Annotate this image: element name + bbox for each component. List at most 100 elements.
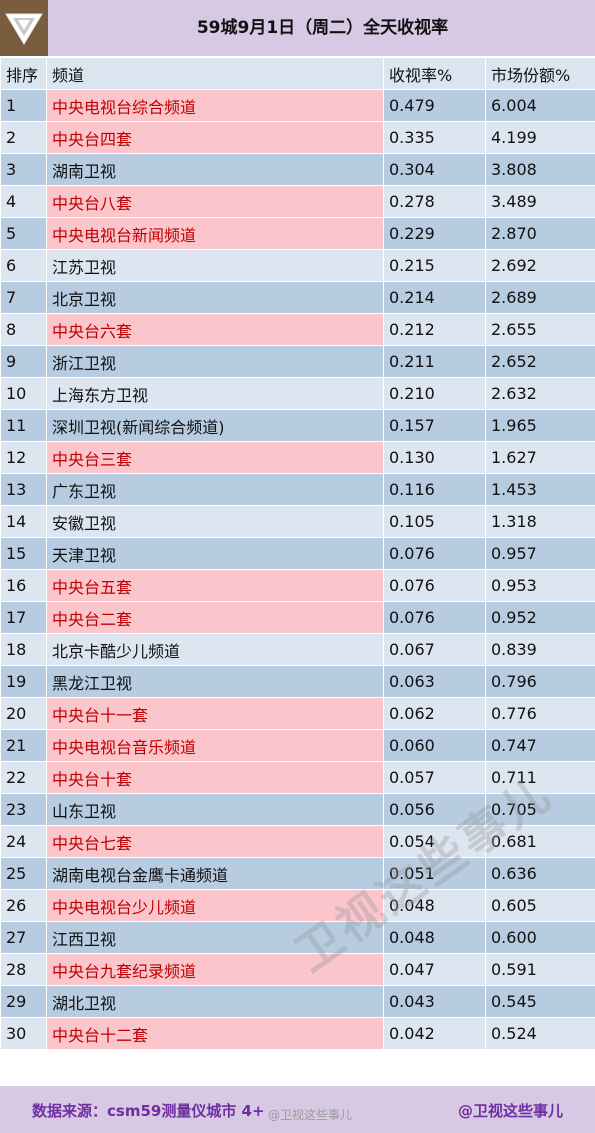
table-row: 28 中央台九套纪录频道 0.047 0.591 <box>0 953 595 986</box>
channel-cell: 黑龙江卫视 <box>46 665 384 698</box>
channel-cell: 湖北卫视 <box>46 985 384 1018</box>
table-row: 1 中央电视台综合频道 0.479 6.004 <box>0 89 595 122</box>
rating-cell: 0.067 <box>383 633 486 666</box>
share-cell: 0.545 <box>485 985 595 1018</box>
rank-cell: 9 <box>0 345 47 378</box>
table-row: 24 中央台七套 0.054 0.681 <box>0 825 595 858</box>
rating-cell: 0.278 <box>383 185 486 218</box>
table-row: 10 上海东方卫视 0.210 2.632 <box>0 377 595 410</box>
share-cell: 1.318 <box>485 505 595 538</box>
rank-cell: 21 <box>0 729 47 762</box>
table-row: 19 黑龙江卫视 0.063 0.796 <box>0 665 595 698</box>
table-row: 12 中央台三套 0.130 1.627 <box>0 441 595 474</box>
channel-cell: 湖南卫视 <box>46 153 384 186</box>
share-cell: 0.600 <box>485 921 595 954</box>
channel-cell: 山东卫视 <box>46 793 384 826</box>
table-row: 6 江苏卫视 0.215 2.692 <box>0 249 595 282</box>
rating-cell: 0.210 <box>383 377 486 410</box>
table-row: 26 中央电视台少儿频道 0.048 0.605 <box>0 889 595 922</box>
rating-cell: 0.215 <box>383 249 486 282</box>
share-cell: 2.632 <box>485 377 595 410</box>
rank-cell: 18 <box>0 633 47 666</box>
channel-cell: 湖南电视台金鹰卡通频道 <box>46 857 384 890</box>
rank-cell: 5 <box>0 217 47 250</box>
rating-cell: 0.048 <box>383 921 486 954</box>
share-cell: 0.591 <box>485 953 595 986</box>
channel-cell: 浙江卫视 <box>46 345 384 378</box>
table-row: 5 中央电视台新闻频道 0.229 2.870 <box>0 217 595 250</box>
ratings-table: 排序 频道 收视率% 市场份额% 1 中央电视台综合频道 0.479 6.004 2 中央… <box>0 57 595 1050</box>
channel-cell: 安徽卫视 <box>46 505 384 538</box>
rating-cell: 0.076 <box>383 601 486 634</box>
rank-cell: 25 <box>0 857 47 890</box>
rating-cell: 0.062 <box>383 697 486 730</box>
rating-cell: 0.130 <box>383 441 486 474</box>
rank-cell: 26 <box>0 889 47 922</box>
table-body: 1 中央电视台综合频道 0.479 6.004 2 中央台四套 0.335 4.199 3 湖南卫… <box>0 89 595 1050</box>
table-row: 9 浙江卫视 0.211 2.652 <box>0 345 595 378</box>
header-share: 市场份额% <box>485 57 595 90</box>
rank-cell: 27 <box>0 921 47 954</box>
share-cell: 0.711 <box>485 761 595 794</box>
table-row: 13 广东卫视 0.116 1.453 <box>0 473 595 506</box>
rating-cell: 0.051 <box>383 857 486 890</box>
rating-cell: 0.047 <box>383 953 486 986</box>
rating-cell: 0.048 <box>383 889 486 922</box>
share-cell: 0.605 <box>485 889 595 922</box>
rank-cell: 4 <box>0 185 47 218</box>
author-handle[interactable]: @卫视这些事儿 <box>457 1102 563 1120</box>
channel-cell: 中央台十一套 <box>46 697 384 730</box>
table-row: 14 安徽卫视 0.105 1.318 <box>0 505 595 538</box>
rating-cell: 0.056 <box>383 793 486 826</box>
rank-cell: 2 <box>0 121 47 154</box>
table-row: 27 江西卫视 0.048 0.600 <box>0 921 595 954</box>
channel-cell: 中央台三套 <box>46 441 384 474</box>
share-cell: 0.953 <box>485 569 595 602</box>
rating-cell: 0.076 <box>383 537 486 570</box>
rank-cell: 28 <box>0 953 47 986</box>
rating-cell: 0.479 <box>383 89 486 122</box>
share-cell: 2.689 <box>485 281 595 314</box>
rating-cell: 0.076 <box>383 569 486 602</box>
rating-cell: 0.212 <box>383 313 486 346</box>
share-cell: 1.453 <box>485 473 595 506</box>
logo <box>0 0 48 56</box>
rating-cell: 0.304 <box>383 153 486 186</box>
rating-cell: 0.229 <box>383 217 486 250</box>
footer-bar: 数据来源：csm59测量仪城市 4+ @卫视这些事儿 <box>0 1086 595 1133</box>
channel-cell: 北京卫视 <box>46 281 384 314</box>
share-cell: 2.652 <box>485 345 595 378</box>
page-title: 59城9月1日（周二）全天收视率 <box>196 18 449 38</box>
channel-cell: 江西卫视 <box>46 921 384 954</box>
share-cell: 0.796 <box>485 665 595 698</box>
rating-cell: 0.214 <box>383 281 486 314</box>
rank-cell: 15 <box>0 537 47 570</box>
table-row: 18 北京卡酷少儿频道 0.067 0.839 <box>0 633 595 666</box>
rank-cell: 6 <box>0 249 47 282</box>
rating-cell: 0.043 <box>383 985 486 1018</box>
share-cell: 6.004 <box>485 89 595 122</box>
rating-cell: 0.105 <box>383 505 486 538</box>
share-cell: 0.776 <box>485 697 595 730</box>
channel-cell: 中央台五套 <box>46 569 384 602</box>
share-cell: 0.952 <box>485 601 595 634</box>
rating-cell: 0.211 <box>383 345 486 378</box>
rank-cell: 8 <box>0 313 47 346</box>
rank-cell: 17 <box>0 601 47 634</box>
rank-cell: 29 <box>0 985 47 1018</box>
share-cell: 3.489 <box>485 185 595 218</box>
channel-cell: 中央台六套 <box>46 313 384 346</box>
share-cell: 0.839 <box>485 633 595 666</box>
share-cell: 2.655 <box>485 313 595 346</box>
rank-cell: 14 <box>0 505 47 538</box>
table-row: 17 中央台二套 0.076 0.952 <box>0 601 595 634</box>
share-cell: 0.681 <box>485 825 595 858</box>
channel-cell: 广东卫视 <box>46 473 384 506</box>
header-channel: 频道 <box>46 57 384 90</box>
header-rating: 收视率% <box>383 57 486 90</box>
rating-cell: 0.063 <box>383 665 486 698</box>
channel-cell: 中央台八套 <box>46 185 384 218</box>
share-cell: 2.870 <box>485 217 595 250</box>
table-row: 21 中央电视台音乐频道 0.060 0.747 <box>0 729 595 762</box>
